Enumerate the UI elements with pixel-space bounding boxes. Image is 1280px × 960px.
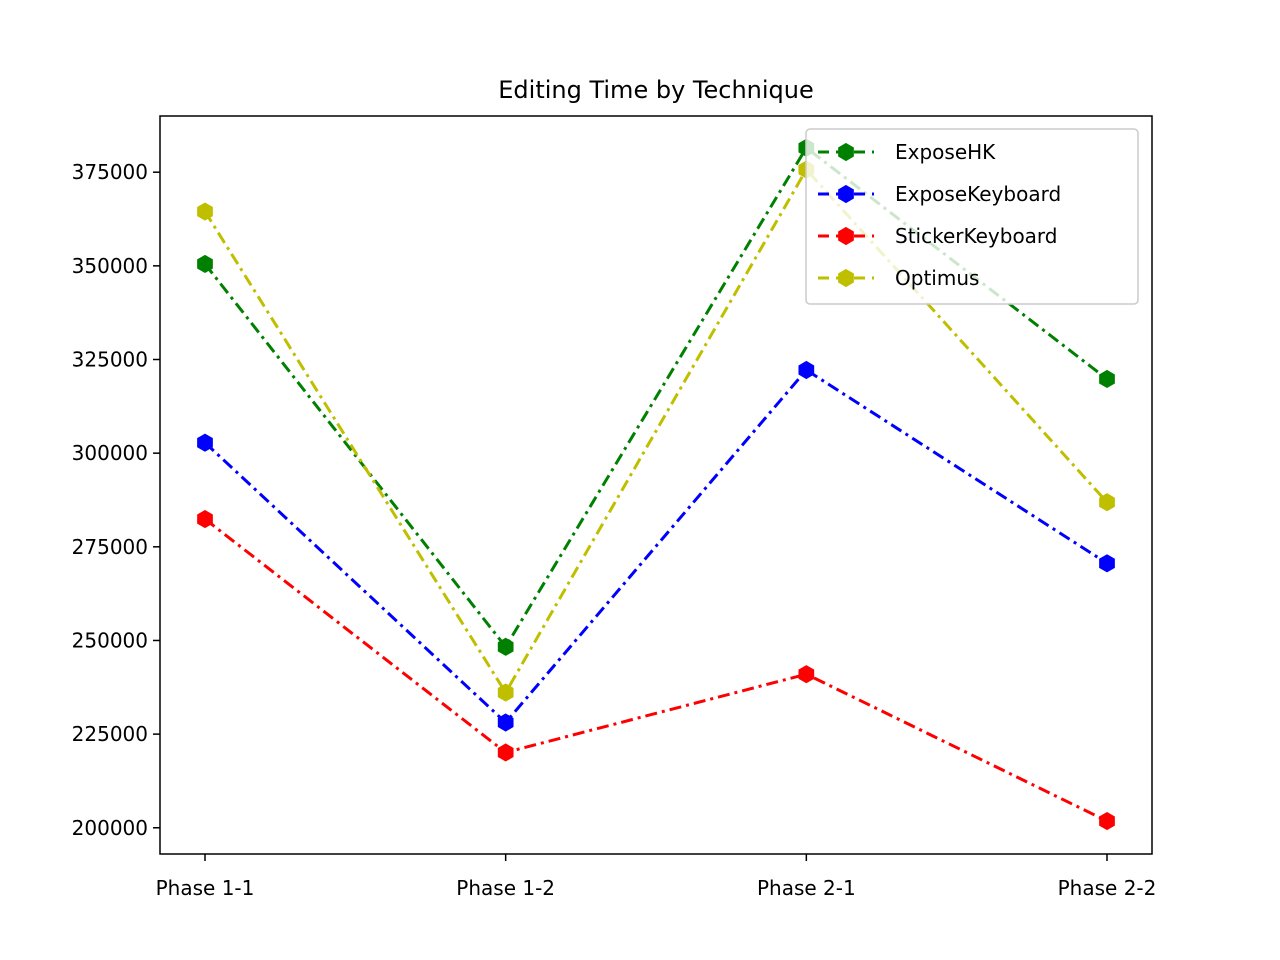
series-line bbox=[204, 517, 1108, 823]
legend-label: StickerKeyboard bbox=[895, 224, 1058, 248]
data-point bbox=[497, 713, 514, 732]
data-point bbox=[798, 665, 815, 684]
x-tick-label: Phase 1-1 bbox=[156, 876, 255, 900]
x-tick-label: Phase 2-1 bbox=[757, 876, 856, 900]
y-tick-label: 200000 bbox=[72, 816, 148, 840]
series-exposekeyboard bbox=[197, 360, 1115, 732]
data-point bbox=[197, 254, 213, 274]
legend-marker bbox=[838, 184, 854, 204]
plot-frame bbox=[159, 115, 1153, 855]
axis-layer: Phase 1-1 Phase 1-2 Phase 2-1 Phase 2-2 2000… bbox=[72, 160, 1157, 900]
data-point bbox=[1099, 554, 1115, 573]
y-tick-label: 275000 bbox=[72, 535, 148, 559]
data-point bbox=[197, 510, 213, 529]
chart-title: Editing Time by Technique bbox=[498, 76, 814, 104]
data-point bbox=[1099, 811, 1115, 831]
legend-label: Optimus bbox=[895, 266, 979, 290]
series-line bbox=[203, 368, 1108, 725]
legend-item: ExposeKeyboard bbox=[818, 182, 1061, 206]
y-tick-label: 350000 bbox=[72, 254, 148, 278]
legend-item: StickerKeyboard bbox=[818, 224, 1058, 248]
y-tick-label: 325000 bbox=[72, 348, 148, 372]
y-tick-label: 300000 bbox=[72, 441, 148, 465]
legend: ExposeHK ExposeKeyboard StickerKeyboard Opt… bbox=[805, 128, 1139, 305]
legend-marker bbox=[838, 142, 854, 162]
x-tick-label: Phase 2-2 bbox=[1058, 876, 1157, 900]
data-point bbox=[497, 743, 514, 762]
y-tick-label: 375000 bbox=[72, 160, 148, 184]
data-point bbox=[197, 433, 213, 452]
data-point bbox=[1099, 493, 1115, 512]
y-tick-label: 250000 bbox=[72, 628, 148, 652]
legend-item: ExposeHK bbox=[818, 140, 996, 164]
data-point bbox=[497, 683, 514, 702]
data-point bbox=[798, 360, 815, 380]
legend-marker bbox=[838, 268, 854, 288]
legend-box bbox=[805, 128, 1139, 305]
x-tick-label: Phase 1-2 bbox=[456, 876, 555, 900]
legend-item: Optimus bbox=[818, 266, 979, 290]
series-stickerkeyboard bbox=[197, 510, 1115, 831]
series-line bbox=[203, 168, 1109, 695]
data-point bbox=[497, 637, 514, 656]
legend-marker bbox=[838, 226, 854, 246]
data-point bbox=[1099, 369, 1115, 389]
data-point bbox=[197, 202, 213, 221]
legend-label: ExposeKeyboard bbox=[895, 182, 1061, 206]
y-tick-label: 225000 bbox=[72, 722, 148, 746]
legend-label: ExposeHK bbox=[895, 140, 996, 164]
